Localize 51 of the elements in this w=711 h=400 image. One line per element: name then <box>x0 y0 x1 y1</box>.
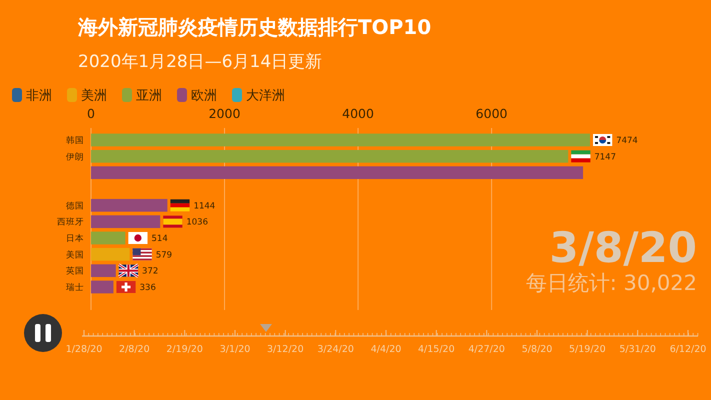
chart-subtitle: 2020年1月28日—6月14日更新 <box>78 52 322 72</box>
legend-label: 欧洲 <box>191 88 217 104</box>
y-tick-label: 德国 <box>66 200 84 212</box>
text: 5/8/20 <box>522 344 552 355</box>
legend-label: 非洲 <box>26 88 52 104</box>
text: 1/28/20 <box>66 344 102 355</box>
data-label: 514 <box>152 234 168 244</box>
data-label: 579 <box>156 250 172 260</box>
text: 5/19/20 <box>569 344 606 355</box>
x-tick-label: 6000 <box>476 106 508 121</box>
y-tick-label: 美国 <box>66 249 84 260</box>
chart-title: 海外新冠肺炎疫情历史数据排行TOP10 <box>77 15 432 39</box>
x-tick-label: 2000 <box>208 106 240 121</box>
y-tick-label: 西班牙 <box>57 216 84 228</box>
data-label: 1036 <box>186 218 208 228</box>
data-label: 336 <box>140 282 156 293</box>
text: 2/19/20 <box>166 344 203 355</box>
legend-label: 美洲 <box>81 88 107 104</box>
text: 4/15/20 <box>418 344 455 355</box>
text: 6/12/20 <box>670 344 706 355</box>
data-label: 372 <box>142 266 158 277</box>
text: 5/31/20 <box>619 344 656 355</box>
text: 4/27/20 <box>468 344 505 355</box>
bar <box>91 264 116 278</box>
bar <box>91 248 130 261</box>
bar <box>91 232 126 244</box>
y-tick-label: 伊朗 <box>66 151 84 162</box>
data-label: 7474 <box>616 136 638 146</box>
x-tick-label: 0 <box>87 106 96 121</box>
bar <box>91 280 114 294</box>
text: 3/1/20 <box>220 344 250 355</box>
bar <box>91 150 568 163</box>
bar <box>91 215 160 228</box>
y-tick-label: 瑞士 <box>66 282 84 293</box>
legend-label: 亚洲 <box>136 88 162 104</box>
bar <box>91 166 584 180</box>
text: 2/8/20 <box>119 344 150 355</box>
data-label: 7147 <box>594 152 616 162</box>
text: 3/24/20 <box>317 344 354 355</box>
x-tick-label: 4000 <box>342 106 374 121</box>
text: 4/4/20 <box>370 344 402 355</box>
bar <box>91 198 168 212</box>
bar <box>91 134 590 146</box>
text: 3/12/20 <box>267 344 304 355</box>
y-tick-label: 韩国 <box>66 134 84 146</box>
data-label: 1144 <box>194 201 216 212</box>
y-tick-label: 日本 <box>66 232 84 244</box>
y-tick-label: 英国 <box>66 266 84 277</box>
annotation: 每日统计: 30,022 <box>526 271 697 295</box>
legend-label: 大洋洲 <box>246 88 285 104</box>
annotation: 3/8/20 <box>549 223 697 272</box>
